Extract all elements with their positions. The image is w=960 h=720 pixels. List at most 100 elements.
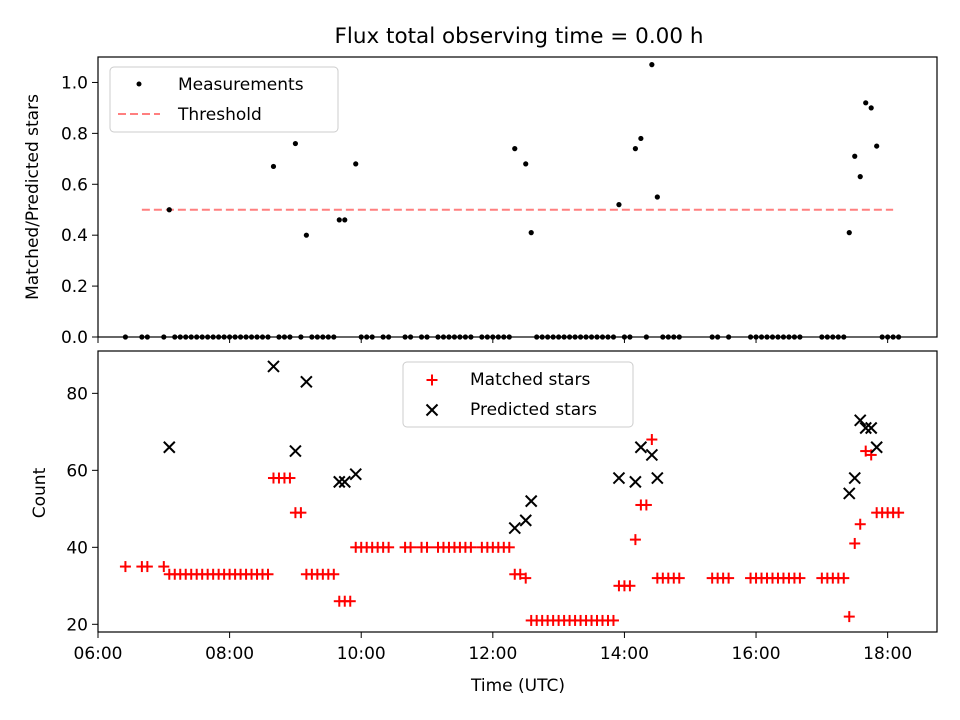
count-y-ticks: 20 40 60 80 <box>66 384 98 635</box>
legend-matched-plus <box>426 374 438 386</box>
measurement-point <box>868 105 874 111</box>
count-y-tick-label: 20 <box>66 615 88 635</box>
count-x-tick-label: 18:00 <box>863 644 912 664</box>
predicted-star-point <box>338 475 351 489</box>
matched-star-point <box>794 572 806 584</box>
count-x-tick-label: 08:00 <box>205 644 254 664</box>
count-x-tick-label: 12:00 <box>468 644 517 664</box>
matched-star-points <box>119 434 905 626</box>
count-x-tick-label: 14:00 <box>600 644 649 664</box>
matched-star-point <box>328 568 340 580</box>
legend-predicted-marker <box>425 403 439 417</box>
predicted-star-point <box>349 467 362 481</box>
measurement-point <box>874 143 880 149</box>
matched-star-point <box>344 595 356 607</box>
matched-star-point <box>158 561 170 573</box>
count-legend: Matched stars Predicted stars <box>402 361 634 428</box>
predicted-star-point <box>629 475 642 489</box>
ratio-y-axis-label: Matched/Predicted stars <box>23 94 43 300</box>
legend-measurement-marker <box>136 81 142 87</box>
count-legend-box <box>402 361 634 428</box>
measurement-point <box>846 230 852 236</box>
matched-star-point <box>854 518 866 530</box>
predicted-star-point <box>525 494 538 508</box>
count-y-axis-label: Count <box>30 467 50 518</box>
count-y-tick-label: 80 <box>66 384 88 404</box>
matched-star-point <box>295 507 307 519</box>
matched-star-point <box>119 561 131 573</box>
predicted-star-point <box>848 471 861 485</box>
matched-star-point <box>520 572 532 584</box>
matched-star-point <box>843 611 855 623</box>
measurement-point <box>270 163 277 170</box>
ratio-y-tick-label: 0.0 <box>61 328 88 348</box>
ratio-y-tick-label: 1.0 <box>61 73 88 93</box>
legend-threshold-label: Threshold <box>177 105 262 125</box>
matched-star-point <box>723 572 735 584</box>
matched-star-point <box>673 572 685 584</box>
matched-star-point <box>405 541 417 553</box>
count-y-tick-label: 40 <box>66 538 88 558</box>
matched-star-point <box>893 507 905 519</box>
ratio-y-tick-label: 0.4 <box>61 226 88 246</box>
matched-star-point <box>646 434 658 446</box>
predicted-star-point <box>519 514 532 527</box>
measurement-point <box>649 62 655 68</box>
count-y-tick-label: 60 <box>66 461 88 481</box>
predicted-star-point <box>612 471 626 485</box>
ratio-legend-box <box>109 66 339 133</box>
predicted-star-point <box>859 421 872 435</box>
predicted-star-point <box>300 375 313 389</box>
legend-predicted-cross <box>425 403 439 417</box>
predicted-star-point <box>854 414 867 427</box>
ratio-legend: Measurements Threshold <box>109 66 339 133</box>
matched-star-point <box>503 541 515 553</box>
measurement-point <box>857 174 863 180</box>
measurement-point <box>632 146 638 152</box>
predicted-star-point <box>645 448 659 462</box>
predicted-star-points <box>163 360 883 535</box>
legend-matched-marker <box>426 374 438 386</box>
matched-star-point <box>141 561 153 573</box>
measurement-point <box>342 217 348 223</box>
count-panel-frame <box>97 350 938 633</box>
measurement-point <box>166 207 172 213</box>
predicted-star-point <box>651 471 664 485</box>
measurement-point <box>336 217 342 223</box>
ratio-panel-frame <box>97 56 938 338</box>
predicted-star-point <box>267 360 280 373</box>
matched-star-point <box>465 541 477 553</box>
predicted-star-point <box>289 444 302 458</box>
matched-star-point <box>421 541 433 553</box>
chart-title: Flux total observing time = 0.00 h <box>335 24 704 49</box>
count-x-tick-label: 10:00 <box>337 644 386 664</box>
ratio-y-ticks: 0.0 0.2 0.4 0.6 0.8 1.0 <box>61 73 98 348</box>
count-x-ticks: 06:00 08:00 10:00 12:00 14:00 16:00 18:00 <box>74 632 912 664</box>
measurement-point <box>638 135 644 142</box>
count-x-tick-label: 06:00 <box>74 644 123 664</box>
predicted-star-point <box>333 475 346 489</box>
matched-star-point <box>849 537 861 549</box>
measurement-point <box>863 100 869 106</box>
measurement-point <box>303 232 309 238</box>
matched-star-point <box>624 580 636 592</box>
matched-star-point <box>262 568 274 580</box>
matched-star-point <box>284 472 296 484</box>
measurement-point <box>523 161 529 167</box>
matched-star-point <box>865 449 877 461</box>
count-x-tick-label: 16:00 <box>732 644 781 664</box>
matched-star-point <box>607 614 619 626</box>
predicted-star-point <box>843 487 856 500</box>
measurement-point <box>852 153 858 159</box>
ratio-y-tick-label: 0.2 <box>61 277 88 297</box>
legend-predicted-label: Predicted stars <box>470 400 597 420</box>
matched-star-point <box>640 499 652 511</box>
matched-star-point <box>838 572 850 584</box>
predicted-star-point <box>508 521 521 535</box>
measurement-point <box>512 146 518 152</box>
predicted-star-point <box>864 421 878 435</box>
legend-matched-label: Matched stars <box>470 370 590 390</box>
predicted-star-point <box>163 441 176 454</box>
legend-measurements-label: Measurements <box>178 75 304 95</box>
